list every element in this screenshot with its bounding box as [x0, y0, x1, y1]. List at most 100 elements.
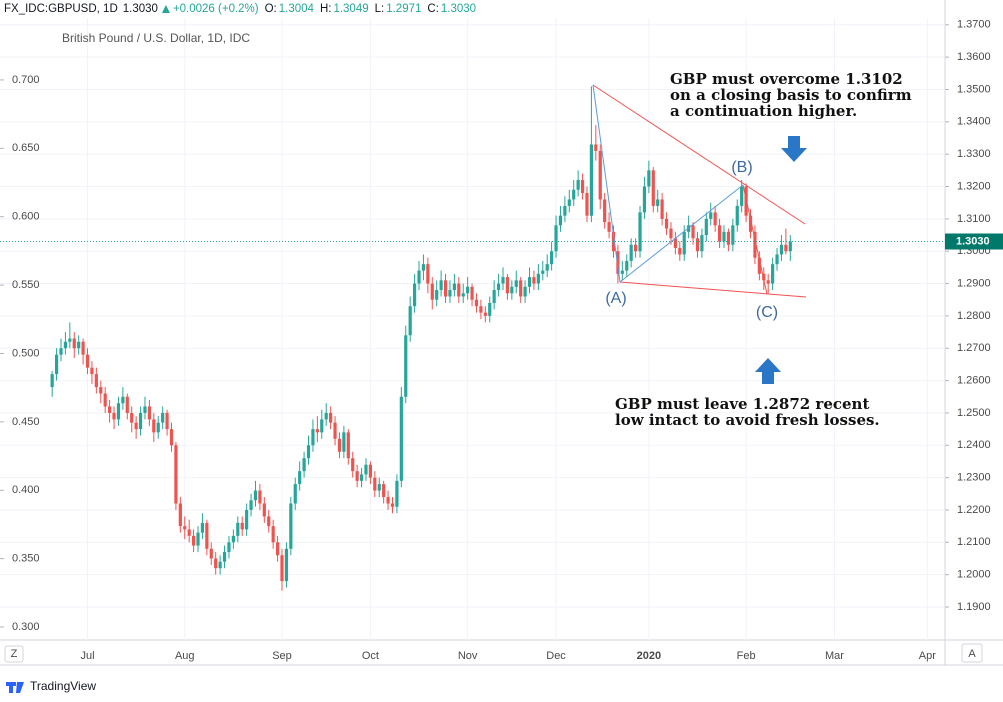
annotation: a continuation higher.	[670, 102, 857, 120]
wave-line	[592, 84, 621, 283]
candle-body	[576, 180, 580, 190]
texts: Jul Aug Sep Oct Nov Dec 2020 Feb Mar Apr 1.1900 1.2…	[0, 3, 1003, 693]
zoom-label: Z	[11, 648, 18, 660]
x-tick-label: Apr	[919, 650, 936, 662]
candle-body	[112, 412, 116, 420]
candle-body	[134, 422, 138, 430]
candle-body	[580, 180, 585, 193]
candle-body	[90, 367, 94, 375]
y-tick-label: 0.450	[12, 416, 40, 428]
candle-body	[306, 445, 311, 459]
y2-tick-label: 1.3100	[957, 213, 991, 225]
candle-body	[214, 558, 218, 569]
y2-tick-label: 1.3400	[957, 116, 991, 128]
candle-body	[771, 264, 775, 284]
candle-body	[284, 548, 289, 582]
candle-body	[567, 199, 571, 206]
y2-tick-label: 1.1900	[957, 601, 991, 613]
candle-body	[161, 412, 165, 423]
candle-body	[373, 477, 377, 491]
up-arrow	[755, 358, 781, 384]
candle-body	[289, 503, 293, 549]
candle-body	[271, 526, 275, 543]
candle-body	[470, 286, 474, 300]
candle-body	[651, 170, 655, 206]
candle-body	[342, 432, 346, 452]
candle-body	[417, 270, 421, 284]
candle-body	[324, 412, 328, 420]
candle-body	[156, 422, 160, 433]
zoom-button[interactable]	[4, 645, 24, 663]
candle-body	[435, 290, 439, 300]
candle-body	[174, 445, 178, 504]
wave-point-label: (C)	[756, 304, 778, 321]
candle-body	[169, 429, 174, 446]
candle-body	[368, 464, 372, 478]
candle-body	[152, 419, 156, 433]
y2-tick-label: 1.3700	[957, 19, 991, 31]
candle-body	[205, 522, 209, 549]
candle-body	[231, 535, 235, 543]
candle-body	[187, 529, 191, 536]
candle-body	[377, 484, 381, 491]
candle-body	[585, 192, 589, 216]
candle-body	[603, 199, 607, 223]
candle-body	[572, 189, 576, 200]
candle-body	[421, 264, 426, 271]
y2-tick-label: 1.2800	[957, 310, 991, 322]
candle-body	[448, 290, 452, 297]
candle-body	[386, 497, 390, 504]
candle-body	[249, 500, 253, 510]
candle-body	[766, 280, 770, 284]
candle-body	[94, 374, 98, 388]
candle-body	[457, 283, 461, 297]
candle-body	[443, 280, 448, 297]
y2-tick-label: 1.2700	[957, 342, 991, 354]
candle-body	[359, 474, 364, 481]
candle-body	[253, 490, 258, 501]
y-tick-label: 0.350	[12, 553, 40, 565]
annotation: GBP must leave 1.2872 recent	[615, 395, 869, 413]
candle-body	[673, 238, 677, 248]
y2-tick-label: 1.2500	[957, 407, 991, 419]
y2-tick-label: 1.3600	[957, 51, 991, 63]
candle-body	[496, 283, 501, 291]
candle-body	[563, 205, 567, 216]
candle-body	[664, 218, 669, 229]
grid	[0, 18, 945, 640]
candle-body	[404, 335, 408, 397]
candle-body	[629, 244, 633, 261]
y2-tick-label: 1.3200	[957, 180, 991, 192]
candle-body	[550, 251, 554, 265]
y-tick-label: 0.600	[12, 211, 40, 223]
y-tick-label: 0.500	[12, 347, 40, 359]
auto-label: A	[968, 648, 976, 660]
candle-body	[501, 277, 505, 284]
candle-body	[280, 555, 284, 582]
y-tick-label: 0.400	[12, 484, 40, 496]
last-price-box	[945, 233, 1003, 250]
y2-tick-label: 1.2400	[957, 439, 991, 451]
candle-body	[395, 480, 399, 507]
candle-body	[678, 247, 682, 255]
y-tick-label: 0.300	[12, 621, 40, 633]
candle-body	[364, 464, 368, 475]
last-price-label: 1.3030	[956, 235, 990, 247]
candles	[0, 86, 945, 591]
candle-body	[143, 406, 147, 413]
candle-body	[147, 406, 151, 420]
auto-button[interactable]	[961, 643, 983, 663]
ohlc-label: L:	[375, 3, 385, 15]
ohlc-value: 1.2971	[386, 3, 421, 15]
candle-body	[412, 283, 417, 307]
candle-body	[505, 277, 510, 294]
y2-tick-label: 1.3300	[957, 148, 991, 160]
candle-body	[222, 552, 227, 562]
candle-body	[519, 280, 523, 297]
candle-body	[298, 471, 302, 485]
candle-body	[757, 257, 761, 274]
candle-body	[200, 522, 205, 533]
candle-body	[594, 144, 598, 151]
candle-body	[788, 241, 792, 252]
candle-body	[740, 186, 744, 206]
